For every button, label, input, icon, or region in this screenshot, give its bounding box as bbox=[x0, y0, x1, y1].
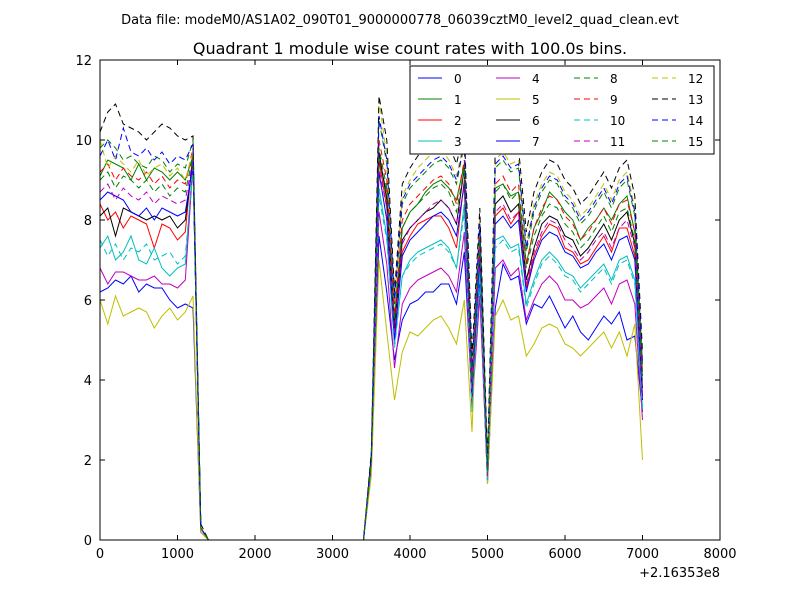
legend-label-12: 12 bbox=[688, 72, 703, 86]
series-line-2 bbox=[99, 151, 643, 541]
y-tick-label: 0 bbox=[84, 534, 92, 549]
series-line-1 bbox=[99, 155, 643, 541]
x-tick-label: 2000 bbox=[238, 547, 271, 562]
legend-label-15: 15 bbox=[688, 135, 703, 149]
series-line-4 bbox=[99, 163, 643, 541]
chart-title: Quadrant 1 module wise count rates with … bbox=[193, 39, 627, 58]
x-tick-label: 7000 bbox=[626, 547, 659, 562]
x-axis-offset-label: +2.16353e8 bbox=[639, 566, 720, 581]
legend-label-5: 5 bbox=[532, 93, 540, 107]
series-layer bbox=[99, 95, 643, 541]
series-line-15 bbox=[99, 147, 643, 541]
legend-label-11: 11 bbox=[610, 135, 625, 149]
series-line-0 bbox=[99, 235, 643, 541]
legend-frame bbox=[409, 65, 715, 155]
legend-label-7: 7 bbox=[532, 135, 540, 149]
legend-label-9: 9 bbox=[610, 93, 618, 107]
legend-label-13: 13 bbox=[688, 93, 703, 107]
y-tick-label: 12 bbox=[75, 54, 92, 69]
x-tick-label: 5000 bbox=[471, 547, 504, 562]
legend-label-4: 4 bbox=[532, 72, 540, 86]
y-tick-label: 2 bbox=[84, 454, 92, 469]
data-file-suptitle: Data file: modeM0/AS1A02_090T01_90000007… bbox=[121, 13, 679, 28]
series-line-6 bbox=[99, 151, 643, 541]
series-line-3 bbox=[99, 159, 643, 541]
legend-label-3: 3 bbox=[454, 135, 462, 149]
series-line-11 bbox=[99, 159, 643, 541]
series-line-14 bbox=[99, 115, 643, 541]
series-line-7 bbox=[99, 163, 643, 541]
y-tick-label: 8 bbox=[84, 214, 92, 229]
y-tick-label: 4 bbox=[84, 374, 92, 389]
legend-label-2: 2 bbox=[454, 114, 462, 128]
y-tick-label: 10 bbox=[75, 134, 92, 149]
series-line-5 bbox=[99, 227, 643, 541]
series-line-10 bbox=[99, 167, 643, 541]
legend-label-6: 6 bbox=[532, 114, 540, 128]
ticks-layer: 0 1000 2000 3000 4000 5000 6000 7000 80000246810… bbox=[75, 54, 736, 562]
series-line-8 bbox=[99, 119, 643, 541]
x-tick-label: 8000 bbox=[703, 547, 736, 562]
x-tick-label: 0 bbox=[96, 547, 104, 562]
x-tick-label: 6000 bbox=[548, 547, 581, 562]
series-line-9 bbox=[99, 139, 643, 541]
x-tick-label: 1000 bbox=[161, 547, 194, 562]
legend-label-8: 8 bbox=[610, 72, 618, 86]
y-tick-label: 6 bbox=[84, 294, 92, 309]
legend-label-10: 10 bbox=[610, 114, 625, 128]
legend-label-1: 1 bbox=[454, 93, 462, 107]
x-tick-label: 3000 bbox=[316, 547, 349, 562]
legend-label-14: 14 bbox=[688, 114, 703, 128]
legend-label-0: 0 bbox=[454, 72, 462, 86]
x-tick-label: 4000 bbox=[393, 547, 426, 562]
